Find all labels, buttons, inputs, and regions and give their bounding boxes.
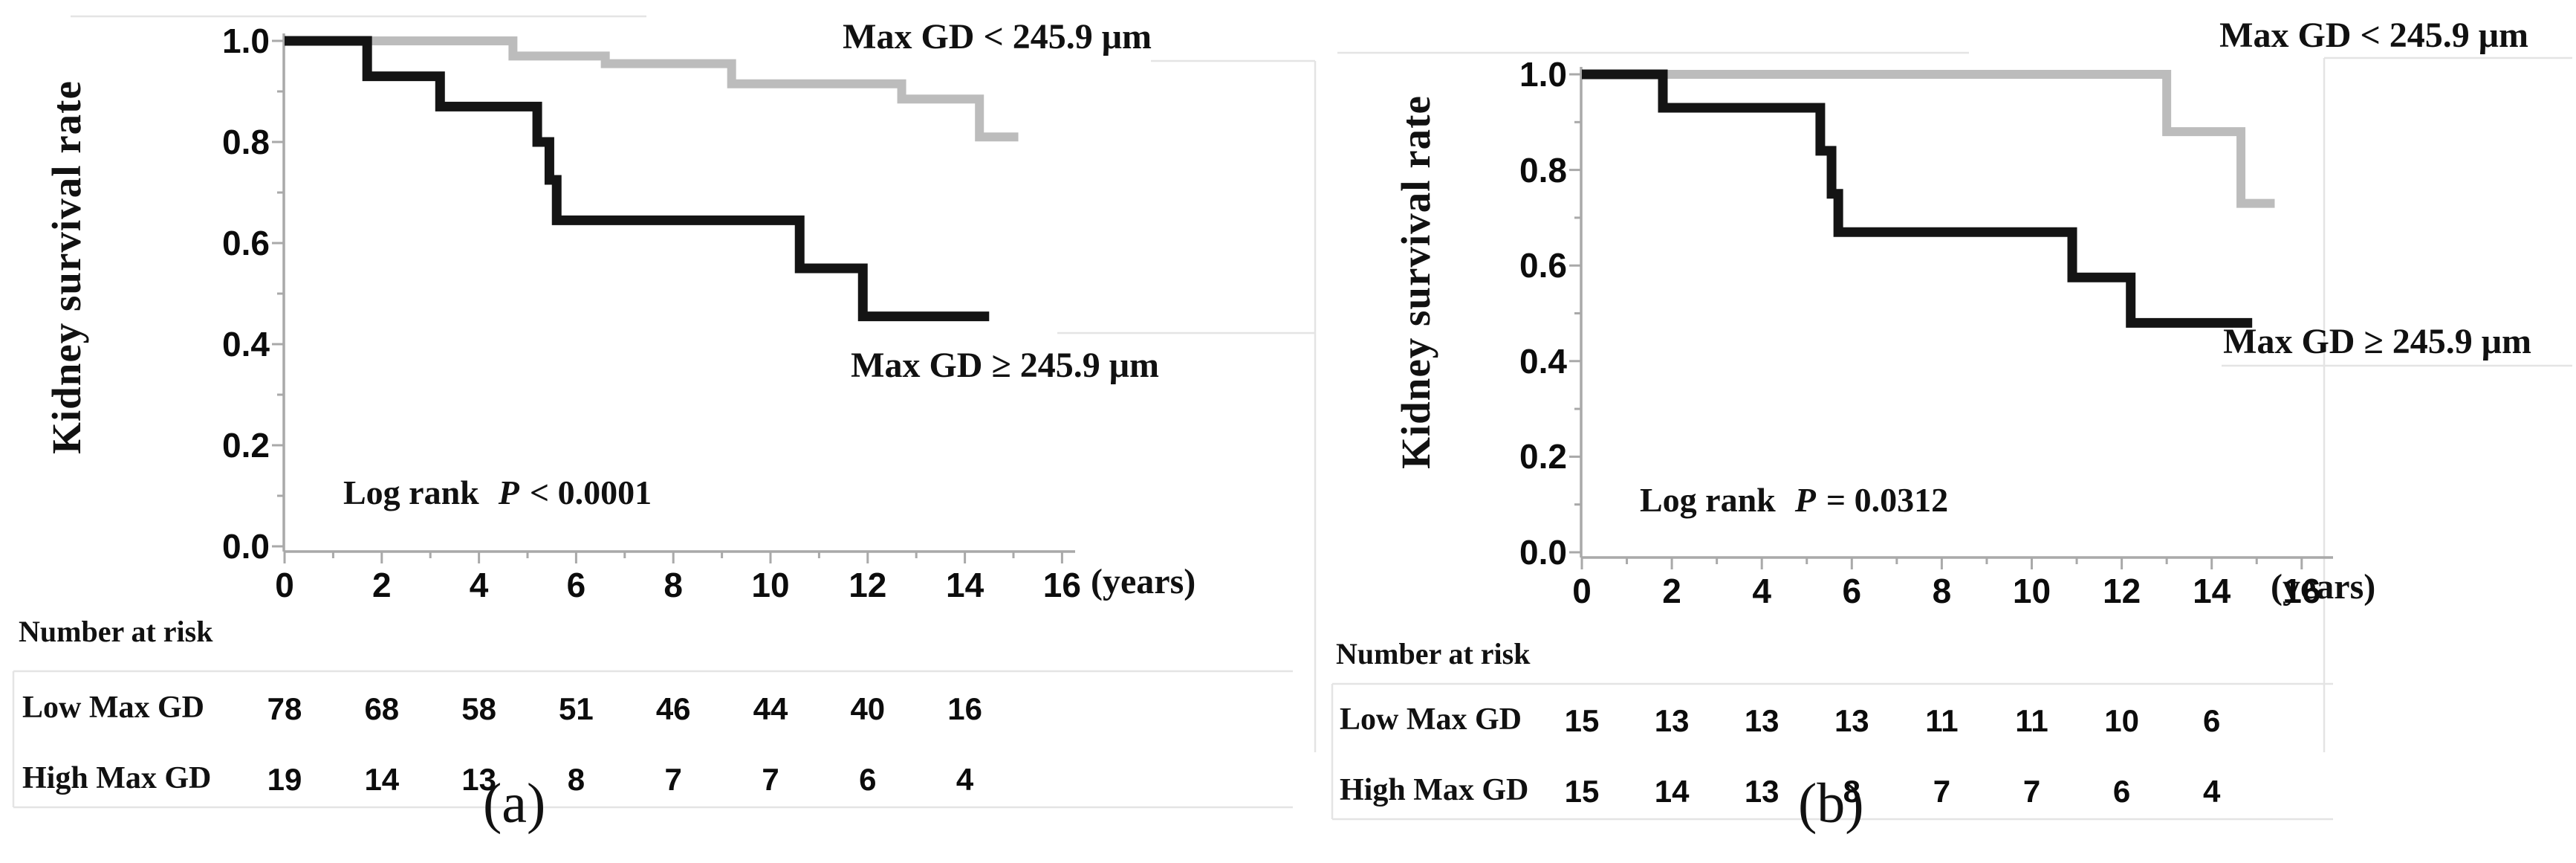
panel-b-risk-value-low-t10: 11: [2015, 703, 2048, 738]
panel-a-legend-low-group: Max GD < 245.9 μm: [843, 17, 1152, 56]
panel-b-risk-row-label-high: High Max GD: [1340, 773, 1529, 807]
panel-a-x-tick-label-6: 6: [566, 566, 586, 604]
panel-a-risk-value-high-t12: 6: [859, 762, 877, 797]
panel-b-x-tick-label-10: 10: [2012, 572, 2051, 610]
panel-a-x-tick-label-4: 4: [469, 566, 489, 604]
panel-a-x-tick-label-16: 16: [1042, 566, 1081, 604]
panel-a-y-tick-label-0.6: 0.6: [222, 224, 270, 262]
panel-a-x-tick-label-10: 10: [751, 566, 790, 604]
panel-b-logrank-value: = 0.0312: [1826, 481, 1949, 519]
panel-b-risk-value-high-t0: 15: [1564, 774, 1600, 809]
panel-b-risk-value-high-t10: 7: [2022, 774, 2041, 809]
panel-b-x-tick-label-14: 14: [2193, 572, 2231, 610]
panel-a-risk-value-low-t2: 68: [364, 691, 400, 726]
panel-a-risk-value-high-t10: 7: [762, 762, 779, 797]
panel-b-risk-value-low-t12: 10: [2104, 703, 2139, 738]
panel-a-legend-high-group: Max GD ≥ 245.9 μm: [851, 346, 1159, 385]
panel-a-risk-value-low-t12: 40: [850, 691, 886, 726]
panel-b-y-tick-label-0.6: 0.6: [1519, 246, 1567, 285]
panel-b-risk-row-label-low: Low Max GD: [1340, 702, 1522, 737]
panel-a-risk-value-low-t14: 16: [947, 691, 982, 726]
panel-a-x-tick-label-8: 8: [664, 566, 683, 604]
panel-a-risk-value-high-t4: 13: [461, 762, 496, 797]
panel-b-y-tick-label-0.2: 0.2: [1519, 437, 1567, 476]
panel-b-y-tick-label-1.0: 1.0: [1519, 55, 1567, 94]
panel-b-risk-value-low-t2: 13: [1654, 703, 1690, 738]
panel-b-logrank-prefix: Log rank: [1640, 481, 1776, 519]
panel-b-letter: (b): [1798, 772, 1864, 835]
panel-b-risk-value-high-t8: 7: [1933, 774, 1951, 809]
panel-b-y-axis-title: Kidney survival rate: [1393, 95, 1438, 469]
panel-b-risk-value-high-t12: 6: [2112, 774, 2131, 809]
panel-b-risk-table-header: Number at risk: [1336, 637, 1531, 670]
panel-a-y-tick-label-0.0: 0.0: [222, 527, 270, 566]
panel-b-legend-low-group: Max GD < 245.9 μm: [2219, 16, 2528, 55]
panel-b-logrank-annotation: Log rank P = 0.0312: [1640, 480, 1948, 520]
panel-a-risk-value-low-t4: 58: [461, 691, 496, 726]
panel-b-x-tick-label-2: 2: [1662, 572, 1681, 610]
panel-a-series-low-max-gd: [285, 36, 1019, 142]
panel-b-x-axis-unit: (years): [2271, 567, 2376, 607]
panel-a-risk-row-label-high: High Max GD: [22, 761, 212, 795]
panel-b-series-low-max-gd: [1582, 70, 2275, 208]
panel-b-series-high-max-gd: [1582, 69, 2253, 328]
panel-b-risk-value-low-t4: 13: [1744, 703, 1779, 738]
panel-b-risk-value-high-t2: 14: [1654, 774, 1690, 809]
panel-b-risk-value-high-t14: 4: [2203, 774, 2221, 809]
panel-a-y-tick-label-0.2: 0.2: [222, 426, 270, 465]
panel-a-risk-row-label-low: Low Max GD: [22, 691, 204, 725]
panel-b-risk-value-low-t14: 6: [2203, 703, 2221, 738]
panel-a-x-tick-label-12: 12: [849, 566, 887, 604]
panel-b-x-tick-label-8: 8: [1932, 572, 1952, 610]
panel-a-x-tick-label-14: 14: [946, 566, 984, 604]
panel-b-risk-value-high-t4: 13: [1744, 774, 1779, 809]
panel-b-risk-value-low-t8: 11: [1925, 703, 1959, 738]
panel-a-x-axis-unit: (years): [1091, 562, 1196, 601]
panel-a-risk-value-high-t14: 4: [956, 762, 974, 797]
panel-a-y-tick-label-1.0: 1.0: [222, 22, 270, 60]
panel-b-legend-high-group: Max GD ≥ 245.9 μm: [2223, 322, 2531, 361]
panel-a-x-tick-label-0: 0: [275, 566, 294, 604]
panel-a-risk-value-high-t8: 7: [664, 762, 682, 797]
panel-a-risk-table-header: Number at risk: [19, 615, 213, 648]
panel-b-x-tick-label-12: 12: [2103, 572, 2141, 610]
panel-b-x-tick-label-16: 16: [2283, 572, 2321, 610]
panel-b-y-tick-label-0.8: 0.8: [1519, 150, 1567, 190]
panel-a-risk-value-high-t6: 8: [567, 762, 585, 797]
panel-a-logrank-p-symbol: P: [498, 473, 519, 511]
panel-b-risk-value-low-t6: 13: [1834, 703, 1869, 738]
panel-a-risk-value-high-t0: 19: [267, 762, 302, 797]
panel-b-risk-value-low-t0: 15: [1564, 703, 1600, 738]
panel-b-x-tick-label-6: 6: [1842, 572, 1862, 610]
panel-a-risk-value-low-t8: 46: [655, 691, 691, 726]
panel-a-logrank-value: < 0.0001: [529, 473, 652, 511]
panel-b-risk-value-high-t6: 8: [1843, 774, 1860, 809]
panel-a-risk-value-low-t6: 51: [559, 691, 594, 726]
panel-a-risk-value-low-t10: 44: [753, 691, 788, 726]
panel-a-y-tick-label-0.8: 0.8: [222, 123, 270, 161]
panel-a-logrank-annotation: Log rank P < 0.0001: [343, 473, 652, 512]
panel-a-logrank-prefix: Log rank: [343, 473, 479, 511]
panel-b-x-tick-label-0: 0: [1572, 572, 1592, 610]
panel-b-y-tick-label-0.0: 0.0: [1519, 533, 1567, 572]
panel-b-x-tick-label-4: 4: [1752, 572, 1771, 610]
panel-b-y-tick-label-0.4: 0.4: [1519, 341, 1567, 381]
panel-a-y-tick-label-0.4: 0.4: [222, 325, 270, 363]
panel-a-risk-value-low-t0: 78: [267, 691, 302, 726]
panel-a-letter: (a): [483, 772, 546, 835]
panel-b-logrank-p-symbol: P: [1794, 481, 1816, 519]
panel-a-y-axis-title: Kidney survival rate: [44, 80, 89, 454]
panel-a-risk-value-high-t2: 14: [364, 762, 400, 797]
panel-a-x-tick-label-2: 2: [372, 566, 392, 604]
panel-a-series-high-max-gd: [285, 36, 990, 322]
